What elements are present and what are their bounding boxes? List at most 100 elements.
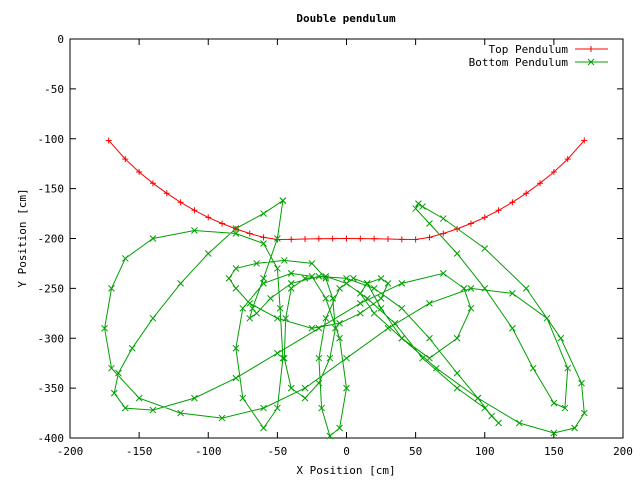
data-point	[204, 250, 212, 257]
data-point	[343, 280, 350, 287]
data-point	[315, 354, 323, 362]
data-point	[149, 180, 156, 187]
y-tick-label: -400	[38, 432, 65, 445]
data-point	[515, 419, 523, 427]
data-point	[356, 309, 364, 317]
data-point	[274, 314, 281, 322]
data-point	[322, 275, 330, 282]
data-point	[274, 349, 281, 357]
data-point	[453, 334, 461, 342]
data-point	[232, 344, 240, 352]
data-point	[426, 299, 433, 307]
y-axis-label: Y Position [cm]	[16, 188, 29, 287]
data-point	[308, 260, 316, 267]
data-point	[191, 207, 198, 214]
data-point	[488, 412, 496, 420]
data-point	[108, 285, 115, 292]
data-point	[232, 225, 240, 232]
data-point	[318, 404, 325, 412]
x-tick-label: -100	[195, 445, 222, 458]
data-point	[246, 314, 254, 322]
data-point	[105, 137, 112, 144]
data-point	[315, 235, 322, 242]
data-point	[121, 404, 129, 412]
data-point	[343, 384, 350, 392]
data-point	[336, 334, 343, 342]
data-point	[288, 236, 295, 243]
data-point	[439, 215, 447, 222]
plot-area	[101, 137, 588, 440]
data-point	[219, 220, 226, 227]
data-point	[322, 273, 330, 280]
data-point	[246, 299, 254, 307]
legend-entry: Bottom Pendulum	[469, 56, 608, 69]
data-point	[115, 369, 122, 377]
data-point	[232, 265, 240, 272]
data-point	[433, 364, 440, 372]
data-point	[121, 255, 129, 262]
data-point	[453, 384, 461, 392]
data-point	[426, 220, 433, 227]
data-point	[481, 404, 489, 412]
data-point	[249, 304, 256, 312]
data-point	[467, 285, 475, 292]
data-point	[260, 240, 267, 247]
x-axis: -200 -150 -100 -50 0 50 100 150 200	[57, 39, 633, 458]
data-point	[336, 319, 343, 327]
data-point	[509, 199, 516, 206]
data-point	[191, 394, 198, 402]
data-point	[350, 275, 357, 282]
data-point	[481, 245, 489, 252]
legend-label: Top Pendulum	[489, 43, 569, 56]
data-point	[509, 290, 516, 297]
data-point	[274, 265, 281, 272]
data-point	[474, 394, 482, 402]
data-point	[426, 354, 433, 362]
data-point	[232, 285, 240, 292]
data-point	[356, 299, 364, 307]
data-point	[274, 235, 281, 242]
data-point	[205, 214, 212, 221]
data-point	[440, 230, 447, 237]
data-point	[495, 207, 502, 214]
series-0	[105, 137, 588, 243]
data-point	[110, 389, 118, 397]
data-point	[522, 285, 530, 292]
data-point	[370, 285, 378, 292]
data-point	[260, 424, 267, 432]
series-line	[104, 200, 585, 437]
data-point	[287, 270, 295, 277]
data-point	[260, 210, 267, 217]
data-point	[523, 190, 530, 197]
data-point	[336, 424, 343, 432]
data-point	[191, 227, 198, 234]
data-point	[453, 250, 461, 257]
data-point	[260, 275, 267, 282]
data-point	[377, 294, 385, 302]
data-point	[177, 409, 184, 417]
x-tick-label: -50	[267, 445, 287, 458]
data-point	[495, 419, 502, 427]
data-point	[564, 364, 572, 372]
data-point	[550, 168, 557, 175]
data-point	[550, 399, 558, 407]
data-point	[398, 304, 406, 312]
data-point	[384, 280, 392, 287]
y-tick-label: -200	[38, 233, 65, 246]
data-point	[177, 199, 184, 206]
data-point	[108, 364, 115, 372]
data-point	[343, 354, 350, 362]
y-tick-label: -50	[44, 83, 64, 96]
data-point	[398, 280, 406, 287]
data-point	[301, 275, 309, 282]
legend-marker	[587, 58, 595, 66]
data-point	[279, 354, 287, 362]
data-point	[326, 354, 334, 362]
data-point	[232, 374, 240, 382]
data-point	[279, 197, 287, 204]
data-point	[136, 168, 143, 175]
data-point	[578, 379, 585, 387]
data-point	[253, 309, 260, 317]
data-point	[301, 394, 309, 402]
